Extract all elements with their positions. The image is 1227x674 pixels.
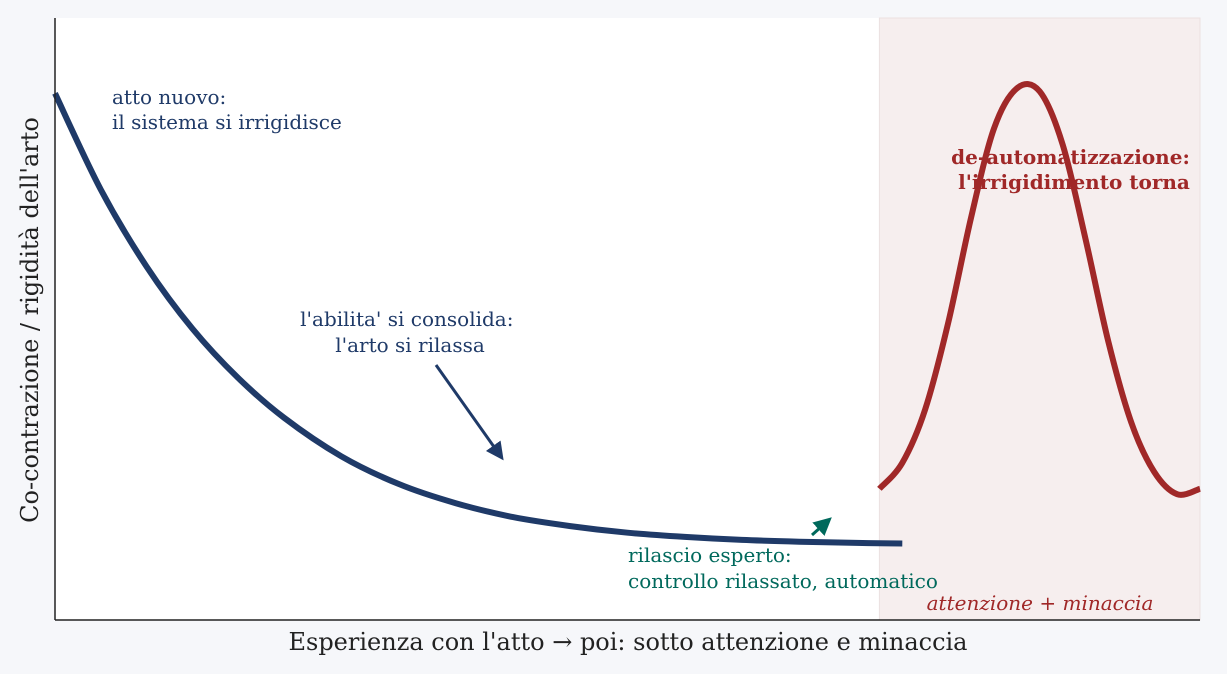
- deautomation-curve-line: [877, 81, 1201, 498]
- consolidation-arrow: [434, 364, 504, 461]
- annotation-expert: rilascio esperto: controllo rilassato, a…: [628, 543, 938, 593]
- annotation-deautomation: de-automatizzazione: l'irrigidimento tor…: [951, 145, 1197, 194]
- expert-arrow: [810, 517, 832, 537]
- x-axis-title: Esperienza con l'atto → poi: sotto atten…: [288, 628, 967, 656]
- y-axis-title: Co-contrazione / rigidità dell'arto: [16, 117, 44, 523]
- learning-curve-line: [52, 92, 903, 547]
- shaded-region-label: attenzione + minaccia: [927, 591, 1154, 615]
- annotation-consolidation: l'abilita' si consolida: l'arto si rilas…: [300, 307, 520, 357]
- annotation-novice: atto nuovo: il sistema si irrigidisce: [112, 85, 342, 134]
- attention-threat-region: [878, 17, 1201, 621]
